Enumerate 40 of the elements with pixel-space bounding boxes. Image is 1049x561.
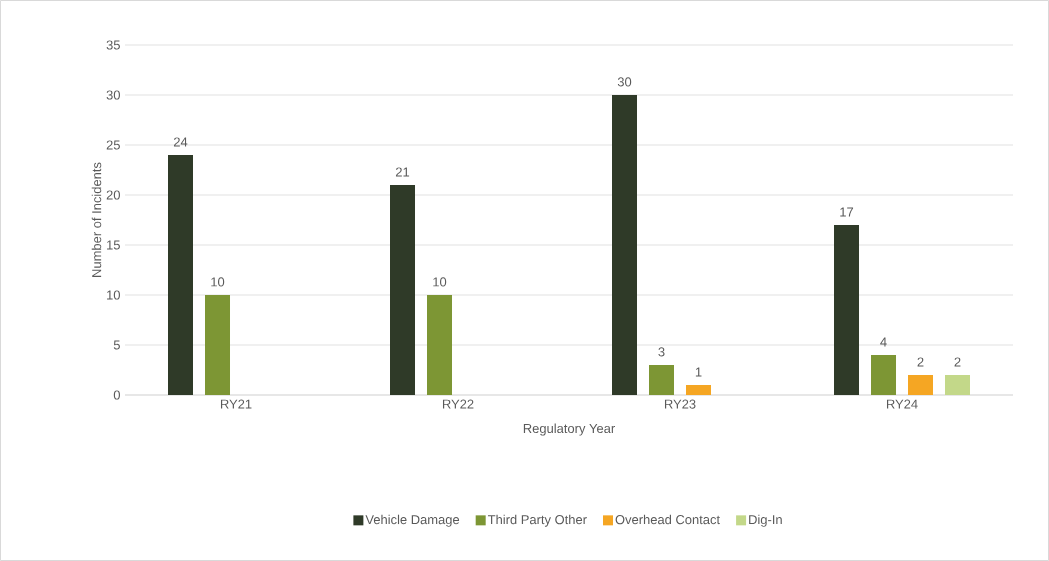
bar xyxy=(686,385,712,395)
bar xyxy=(427,295,452,395)
y-tick-label: 5 xyxy=(113,340,120,350)
bar xyxy=(649,365,675,395)
y-tick-label: 10 xyxy=(107,290,120,300)
data-label: 4 xyxy=(880,337,887,347)
x-tick-label: RY24 xyxy=(886,399,918,409)
bar xyxy=(168,155,193,395)
x-axis-title: Regulatory Year xyxy=(523,423,615,436)
bar xyxy=(945,375,971,395)
data-label: 17 xyxy=(840,207,854,217)
data-label: 2 xyxy=(917,357,924,367)
bar xyxy=(908,375,934,395)
bar xyxy=(390,185,415,395)
bar xyxy=(871,355,897,395)
legend-label: Vehicle Damage xyxy=(365,514,460,527)
y-tick-label: 25 xyxy=(106,140,120,150)
data-label: 2 xyxy=(954,357,961,367)
data-label: 10 xyxy=(211,277,225,287)
data-label: 30 xyxy=(617,77,632,87)
y-tick-label: 35 xyxy=(106,40,120,50)
legend-label: Dig-In xyxy=(749,514,782,527)
x-tick-label: RY22 xyxy=(442,399,474,409)
data-label: 24 xyxy=(173,137,188,147)
data-label: 21 xyxy=(395,167,410,177)
y-tick-label: 30 xyxy=(106,90,120,100)
legend-label: Third Party Other xyxy=(487,514,587,527)
bar xyxy=(205,295,230,395)
data-label: 10 xyxy=(433,277,447,287)
data-label: 1 xyxy=(695,367,702,377)
legend-label: Overhead Contact xyxy=(615,514,720,525)
y-tick-label: 20 xyxy=(106,190,120,200)
y-axis-title: Number of Incidents xyxy=(91,162,102,277)
y-tick-label: 15 xyxy=(107,240,120,250)
x-tick-label: RY23 xyxy=(664,399,696,409)
y-tick-label: 0 xyxy=(113,390,120,400)
x-tick-label: RY21 xyxy=(220,399,252,409)
data-label: 3 xyxy=(658,347,665,357)
bar xyxy=(612,95,637,395)
bar xyxy=(834,225,860,395)
